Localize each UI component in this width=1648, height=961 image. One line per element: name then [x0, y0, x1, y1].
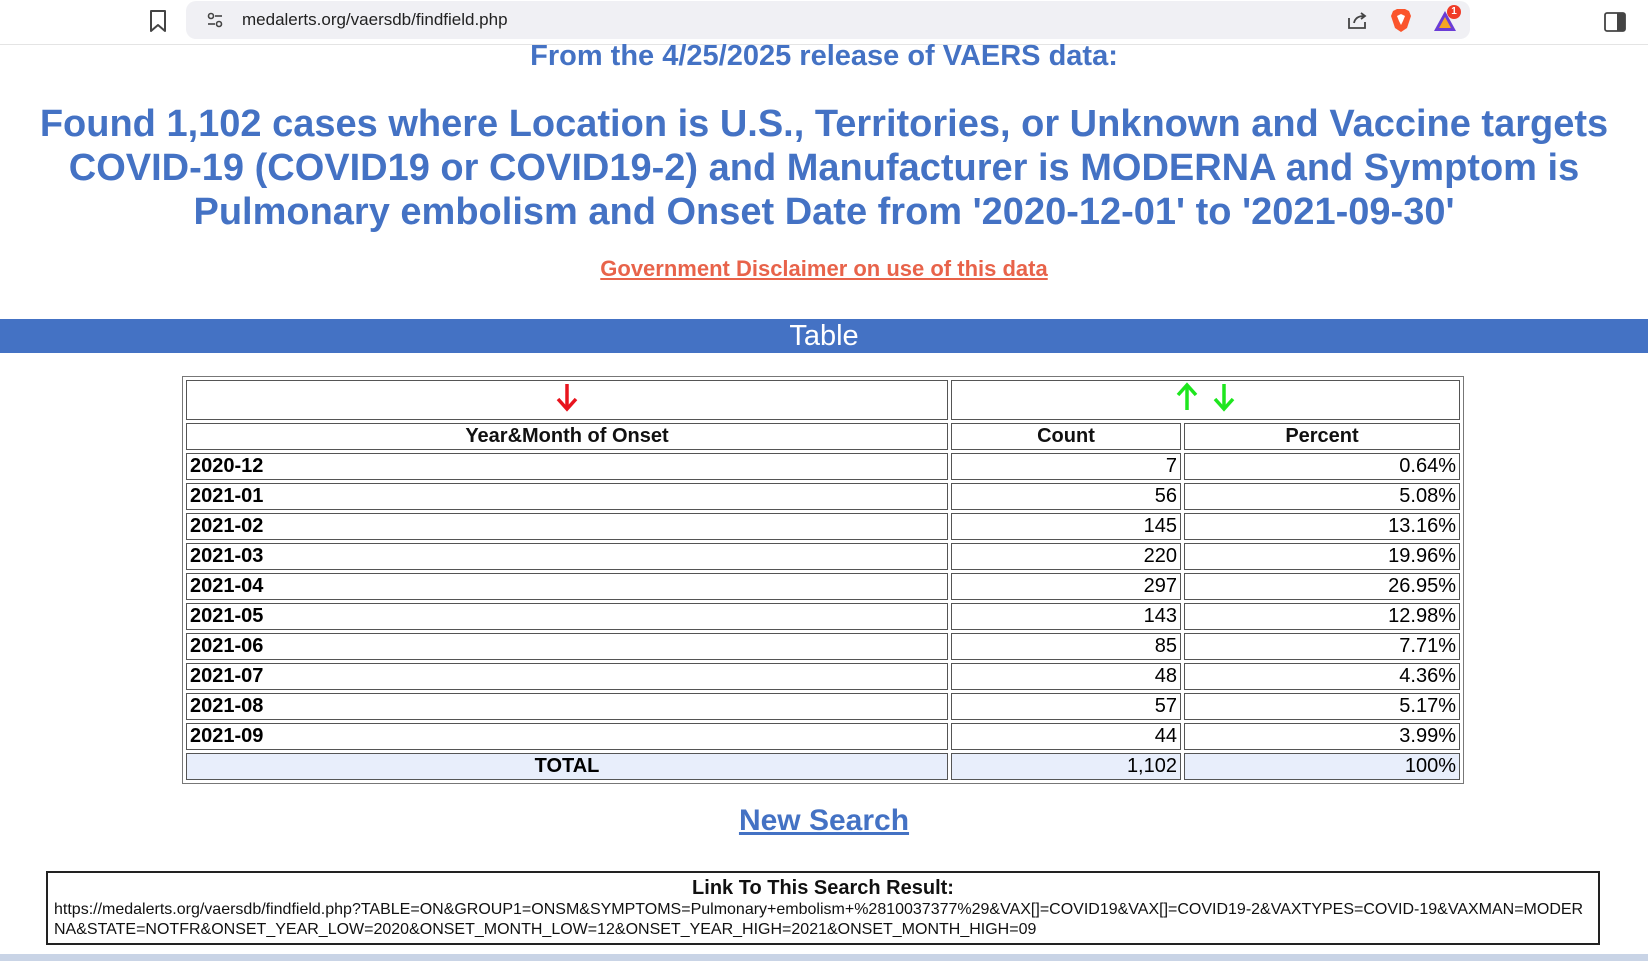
disclaimer-link[interactable]: Government Disclaimer on use of this dat… [600, 256, 1048, 281]
table-row: 2021-06 85 7.71% [186, 633, 1460, 660]
column-header-percent: Percent [1184, 423, 1460, 450]
row-label: 2021-06 [186, 633, 948, 660]
row-label: 2021-03 [186, 543, 948, 570]
table-row: 2020-12 7 0.64% [186, 453, 1460, 480]
address-bar[interactable]: medalerts.org/vaersdb/findfield.php 1 [186, 1, 1470, 39]
disclaimer: Government Disclaimer on use of this dat… [0, 256, 1648, 282]
table-row: 2021-02 145 13.16% [186, 513, 1460, 540]
table-row: 2021-03 220 19.96% [186, 543, 1460, 570]
total-count: 1,102 [951, 753, 1181, 780]
table-row: 2021-01 56 5.08% [186, 483, 1460, 510]
sidebar-toggle-icon[interactable] [1604, 12, 1626, 32]
section-header: Table [0, 319, 1648, 353]
row-percent: 12.98% [1184, 603, 1460, 630]
row-count: 7 [951, 453, 1181, 480]
row-count: 85 [951, 633, 1181, 660]
site-info-icon[interactable] [206, 11, 224, 29]
table-row: 2021-09 44 3.99% [186, 723, 1460, 750]
row-count: 48 [951, 663, 1181, 690]
row-percent: 13.16% [1184, 513, 1460, 540]
column-header-year-month: Year&Month of Onset [186, 423, 948, 450]
results-table: Year&Month of Onset Count Percent 2020-1… [182, 376, 1464, 784]
row-count: 145 [951, 513, 1181, 540]
brave-rewards-icon[interactable]: 1 [1433, 5, 1461, 33]
table-row: 2021-07 48 4.36% [186, 663, 1460, 690]
total-percent: 100% [1184, 753, 1460, 780]
row-percent: 5.17% [1184, 693, 1460, 720]
row-percent: 7.71% [1184, 633, 1460, 660]
release-line: From the 4/25/2025 release of VAERS data… [530, 40, 1118, 72]
rewards-badge: 1 [1447, 5, 1461, 19]
row-count: 57 [951, 693, 1181, 720]
row-label: 2021-02 [186, 513, 948, 540]
bottom-strip [0, 954, 1648, 961]
total-row: TOTAL 1,102 100% [186, 753, 1460, 780]
row-label: 2021-08 [186, 693, 948, 720]
url-text[interactable]: medalerts.org/vaersdb/findfield.php [242, 10, 508, 29]
total-label: TOTAL [186, 753, 948, 780]
sort-descending-active-icon[interactable] [555, 384, 579, 418]
count-sort-cell [951, 380, 1460, 420]
row-percent: 0.64% [1184, 453, 1460, 480]
row-count: 143 [951, 603, 1181, 630]
bookmark-icon[interactable] [148, 8, 168, 34]
search-link-box: Link To This Search Result: https://meda… [46, 871, 1600, 945]
new-search: New Search [0, 804, 1648, 838]
sort-ascending-icon[interactable] [1175, 382, 1205, 418]
row-percent: 4.36% [1184, 663, 1460, 690]
row-label: 2020-12 [186, 453, 948, 480]
row-percent: 19.96% [1184, 543, 1460, 570]
new-search-link[interactable]: New Search [738, 804, 910, 837]
row-percent: 5.08% [1184, 483, 1460, 510]
row-count: 220 [951, 543, 1181, 570]
row-label: 2021-01 [186, 483, 948, 510]
table-row: 2021-05 143 12.98% [186, 603, 1460, 630]
page-title: Found 1,102 cases where Location is U.S.… [39, 103, 1609, 233]
search-result-url[interactable]: https://medalerts.org/vaersdb/findfield.… [54, 901, 1584, 938]
browser-toolbar: medalerts.org/vaersdb/findfield.php 1 [0, 0, 1648, 45]
column-header-count: Count [951, 423, 1181, 450]
table-row: 2021-04 297 26.95% [186, 573, 1460, 600]
brave-shields-icon[interactable] [1389, 7, 1413, 33]
row-percent: 26.95% [1184, 573, 1460, 600]
header-row: Year&Month of Onset Count Percent [186, 423, 1460, 450]
row-count: 297 [951, 573, 1181, 600]
row-percent: 3.99% [1184, 723, 1460, 750]
row-count: 44 [951, 723, 1181, 750]
table-row: 2021-08 57 5.17% [186, 693, 1460, 720]
row-label: 2021-07 [186, 663, 948, 690]
link-box-title: Link To This Search Result: [692, 877, 954, 899]
row-label: 2021-09 [186, 723, 948, 750]
row-label: 2021-04 [186, 573, 948, 600]
sort-descending-icon[interactable] [1212, 384, 1236, 418]
row-count: 56 [951, 483, 1181, 510]
share-icon[interactable] [1346, 9, 1368, 31]
year-sort-cell [186, 380, 948, 420]
sort-row [186, 380, 1460, 420]
row-label: 2021-05 [186, 603, 948, 630]
